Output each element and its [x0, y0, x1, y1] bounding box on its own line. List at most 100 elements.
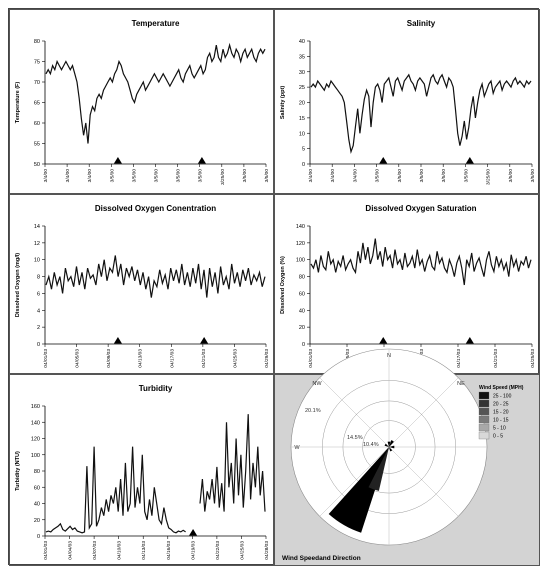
series-line [310, 238, 532, 286]
chart-title: Turbidity [139, 384, 173, 393]
chart-title: Temperature [132, 19, 180, 28]
x-tick-label: 04/25/03 [239, 541, 245, 560]
legend-label: 0 - 5 [493, 434, 503, 440]
legend-label: 25 - 100 [493, 394, 512, 400]
y-tick-label: 80 [299, 275, 305, 281]
x-tick-label: 04/01/03 [43, 349, 49, 368]
event-marker [113, 337, 122, 344]
x-tick-label: 3/4/00 [308, 169, 314, 183]
legend-label: 20 - 25 [493, 402, 509, 408]
chart-title: Dissolved Oxygen Saturation [365, 204, 476, 213]
event-marker [379, 157, 388, 164]
x-tick-label: 3/25/00 [486, 169, 492, 185]
x-tick-label: 3/5/00 [419, 169, 425, 183]
y-tick-label: 40 [299, 308, 305, 314]
x-tick-label: 04/28/03 [264, 541, 270, 560]
y-tick-label: 14 [34, 224, 40, 230]
legend-swatch [478, 415, 490, 424]
rose-petal [389, 440, 394, 447]
x-tick-label: 04/17/03 [169, 349, 175, 368]
y-tick-label: 2 [37, 325, 40, 331]
rose-petal [389, 447, 393, 452]
chart-title: Salinity [407, 19, 436, 28]
y-tick-label: 140 [296, 224, 305, 230]
y-tick-label: 0 [302, 162, 305, 168]
direction-label: N [387, 353, 391, 359]
y-tick-label: 120 [296, 241, 305, 247]
x-tick-label: 04/21/03 [201, 349, 207, 368]
y-tick-label: 80 [34, 39, 40, 45]
panel-do-saturation: Dissolved Oxygen Saturation Dissolved Oxy… [274, 194, 540, 374]
x-tick-label: 04/16/03 [166, 541, 172, 560]
x-tick-label: 04/21/03 [493, 349, 499, 368]
x-tick-label: 3/25/00 [220, 169, 226, 185]
x-tick-label: 04/09/03 [106, 349, 112, 368]
y-tick-label: 12 [34, 241, 40, 247]
y-axis-label: Temperature (F) [15, 82, 21, 124]
event-marker [113, 157, 122, 164]
legend-label: 5 - 10 [493, 426, 506, 432]
y-tick-label: 140 [31, 420, 40, 426]
y-tick-label: 0 [37, 342, 40, 348]
x-tick-label: 04/01/03 [43, 541, 49, 560]
legend-swatch [478, 399, 490, 408]
legend-swatch [478, 423, 490, 432]
x-tick-label: 3/5/00 [198, 169, 204, 183]
x-tick-label: 3/5/00 [176, 169, 182, 183]
y-tick-label: 60 [34, 485, 40, 491]
series-line [45, 414, 266, 534]
x-tick-label: 04/25/03 [530, 349, 536, 368]
event-marker [465, 337, 474, 344]
event-marker [465, 157, 474, 164]
panel-temperature: Temperature Temperature (F) 50 55 60 65 70 75 80… [9, 9, 274, 194]
panel-border [9, 194, 274, 374]
x-tick-label: 04/13/03 [138, 349, 144, 368]
x-tick-label: 3/5/00 [530, 169, 536, 183]
legend-swatch [478, 407, 490, 416]
legend-label: 15 - 20 [493, 410, 509, 416]
x-tick-label: 3/5/00 [131, 169, 137, 183]
y-tick-label: 35 [299, 54, 305, 60]
y-tick-label: 60 [34, 121, 40, 127]
y-tick-label: 6 [37, 291, 40, 297]
y-tick-label: 5 [302, 147, 305, 153]
rose-petal [384, 443, 389, 447]
y-tick-label: 75 [34, 60, 40, 66]
rose-petal [387, 441, 391, 447]
y-tick-label: 60 [299, 291, 305, 297]
event-marker [200, 337, 209, 344]
series-line [45, 255, 266, 298]
x-tick-label: 04/10/03 [117, 541, 123, 560]
y-tick-label: 30 [299, 70, 305, 76]
direction-label: W [294, 445, 300, 451]
y-axis-label: Salinity (ppt) [280, 86, 286, 119]
series-line [45, 42, 266, 144]
y-tick-label: 25 [299, 85, 305, 91]
panel-salinity: Salinity Salinity (ppt) 0 5 10 15 20 25 30 35 40 3/… [274, 9, 540, 194]
y-tick-label: 65 [34, 101, 40, 107]
panel-border [274, 9, 540, 194]
legend-swatch [478, 391, 490, 400]
y-tick-label: 40 [34, 502, 40, 508]
x-tick-label: 04/25/03 [232, 349, 238, 368]
event-marker [379, 337, 388, 344]
direction-label: NE [457, 381, 465, 387]
x-tick-label: 3/5/00 [397, 169, 403, 183]
x-tick-label: 04/05/03 [75, 349, 81, 368]
legend-label: 10 - 15 [493, 418, 509, 424]
y-tick-label: 20 [299, 325, 305, 331]
y-axis-label: Dissolved Oxygen (%) [280, 256, 286, 314]
x-tick-label: 3/4/00 [352, 169, 358, 183]
y-tick-label: 120 [31, 437, 40, 443]
x-tick-label: 04/22/03 [215, 541, 221, 560]
x-tick-label: 04/01/03 [308, 349, 314, 368]
x-tick-label: 3/5/00 [264, 169, 270, 183]
rose-petal [328, 447, 389, 533]
y-tick-label: 50 [34, 162, 40, 168]
direction-label: NW [312, 381, 322, 387]
y-tick-label: 15 [299, 116, 305, 122]
y-tick-label: 100 [296, 258, 305, 264]
x-tick-label: 3/4/00 [43, 169, 49, 183]
y-tick-label: 0 [302, 342, 305, 348]
y-tick-label: 4 [37, 308, 40, 314]
